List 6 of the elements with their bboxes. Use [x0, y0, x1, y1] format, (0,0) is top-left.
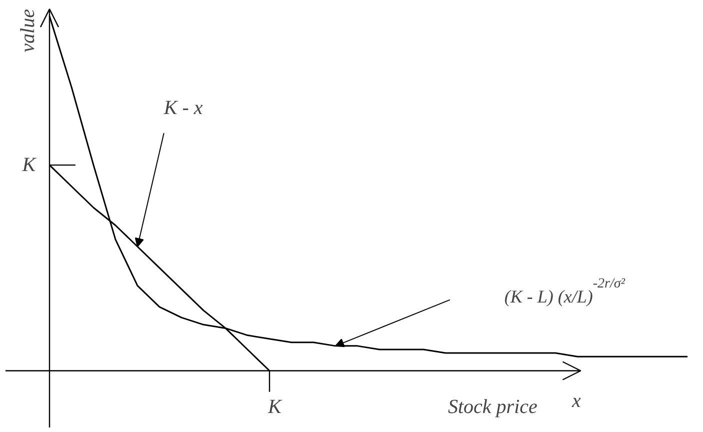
text: K — [267, 396, 284, 418]
y-axis-title: value — [17, 8, 40, 52]
x-axis-title: x — [571, 390, 582, 412]
text: Stock price — [448, 396, 538, 418]
text: K — [21, 154, 38, 176]
annotation: K - x — [162, 96, 203, 119]
